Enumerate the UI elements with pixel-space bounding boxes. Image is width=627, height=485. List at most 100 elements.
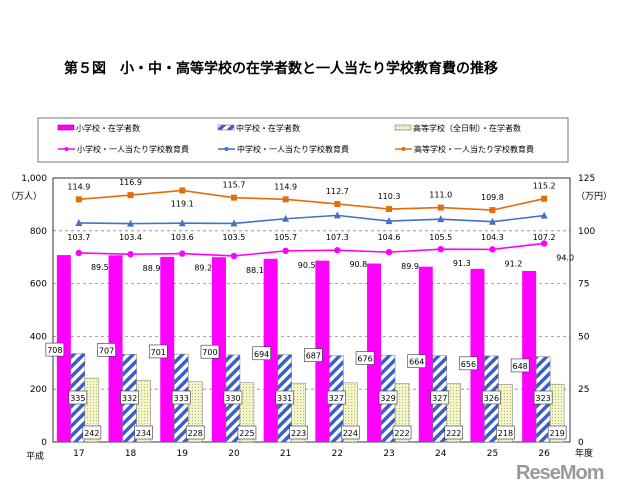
line-data-label: 103.7 [67, 233, 90, 242]
line-data-label: 105.5 [429, 233, 452, 242]
line-marker-0 [282, 247, 289, 255]
line-marker-2 [230, 194, 237, 201]
line-marker-2 [179, 187, 186, 194]
line-data-label: 115.7 [222, 181, 245, 190]
bar-data-label: 335 [70, 394, 85, 403]
legend-label-line-1: 中学校・一人当たり学校教育費 [237, 144, 349, 154]
bar-data-label: 222 [446, 429, 461, 438]
line-data-label: 115.2 [533, 182, 556, 191]
line-data-label: 88.1 [246, 266, 264, 275]
bar-label-box [341, 425, 360, 440]
line-marker-1 [75, 218, 83, 226]
x-tick-label: 17 [73, 449, 84, 459]
right-tick-label: 75 [578, 280, 589, 290]
bar-data-label: 701 [151, 348, 166, 357]
line-marker-1 [437, 215, 445, 223]
line-marker-0 [75, 249, 83, 257]
line-marker-1 [488, 217, 496, 225]
circle-marker-icon [64, 147, 69, 151]
legend-swatch-2 [394, 124, 412, 131]
bar-label-box [547, 425, 567, 440]
line-data-label: 89.5 [91, 263, 109, 272]
line-data-label: 103.6 [171, 233, 194, 242]
x-tick-label: 24 [435, 449, 447, 459]
x-tick-label: 22 [332, 449, 343, 459]
line-data-label: 112.7 [326, 187, 349, 196]
bar-label-box [82, 425, 102, 440]
watermark: ReseMom [516, 462, 604, 484]
bar-data-label: 224 [343, 429, 358, 438]
line-data-label: 91.2 [505, 259, 523, 268]
bar-data-label: 700 [202, 348, 217, 357]
bar-label-box [171, 390, 191, 405]
left-tick-label: 400 [30, 332, 47, 342]
bar-label-box [289, 425, 308, 440]
bar-label-box [134, 425, 153, 440]
bar-0-26 [522, 270, 537, 442]
bar-data-label: 648 [513, 362, 528, 371]
right-tick-label: 100 [578, 227, 595, 237]
bar-data-label: 694 [254, 350, 269, 359]
line-marker-1 [282, 214, 290, 222]
bar-label-box [378, 390, 398, 405]
bar-data-label: 656 [461, 360, 476, 369]
bar-data-label: 234 [136, 429, 151, 438]
left-tick-label: 800 [30, 227, 47, 237]
line-data-label: 107.3 [326, 233, 349, 242]
bar-label-box [510, 358, 530, 373]
bar-data-label: 676 [357, 355, 372, 364]
bar-label-box [185, 425, 205, 440]
bar-label-box [120, 390, 139, 405]
bar-label-box [97, 343, 116, 357]
line-1 [78, 214, 545, 225]
line-data-label: 89.2 [194, 264, 212, 273]
bar-data-label: 323 [536, 394, 551, 403]
bar-data-label: 223 [291, 429, 306, 438]
legend-label-line-2: 高等学校・一人当たり学校教育費 [414, 144, 534, 154]
line-marker-1 [540, 211, 548, 219]
line-marker-0 [437, 245, 444, 253]
bar-label-box [252, 346, 271, 361]
line-data-label: 105.7 [274, 233, 297, 242]
bar-label-box [430, 390, 450, 405]
bar-data-label: 242 [84, 429, 99, 438]
bar-data-label: 332 [122, 394, 137, 403]
line-marker-2 [127, 192, 134, 199]
bar-label-box [407, 354, 427, 369]
line-data-label: 104.6 [378, 233, 401, 242]
line-marker-1 [333, 211, 341, 219]
x-tick-label: 20 [228, 449, 240, 459]
left-axis-label: （万人） [6, 191, 42, 202]
bar-label-box [237, 425, 257, 440]
square-marker-icon [401, 147, 406, 151]
line-data-label: 119.1 [171, 199, 194, 208]
bar-label-box [482, 390, 501, 405]
x-tick-label: 21 [280, 449, 291, 459]
chart-title: 第５図 小・中・高等学校の在学者数と一人当たり学校教育費の推移 [64, 61, 498, 77]
line-marker-2 [334, 200, 341, 207]
left-tick-label: 600 [30, 280, 47, 290]
bar-label-box [496, 425, 515, 440]
x-tick-label: 18 [125, 449, 137, 459]
right-tick-label: 125 [578, 174, 595, 184]
legend-swatch-1 [217, 124, 235, 131]
bar-label-box [304, 348, 323, 362]
triangle-marker-icon [224, 147, 229, 151]
left-tick-label: 0 [41, 438, 47, 448]
bar-data-label: 329 [380, 394, 395, 403]
bar-data-label: 708 [47, 346, 62, 355]
line-data-label: 114.9 [67, 182, 90, 191]
bar-data-label: 228 [188, 429, 203, 438]
left-tick-label: 200 [30, 385, 47, 395]
line-marker-0 [540, 240, 548, 247]
bar-label-box [68, 390, 88, 405]
bar-data-label: 222 [394, 429, 409, 438]
line-data-label: 111.0 [429, 191, 452, 200]
line-marker-0 [385, 248, 393, 256]
era-label: 平成 [26, 450, 44, 462]
line-data-label: 114.9 [274, 182, 297, 191]
line-data-label: 90.8 [349, 260, 367, 269]
right-tick-label: 50 [578, 332, 590, 342]
right-tick-label: 25 [578, 385, 589, 395]
line-data-label: 107.2 [533, 233, 556, 242]
